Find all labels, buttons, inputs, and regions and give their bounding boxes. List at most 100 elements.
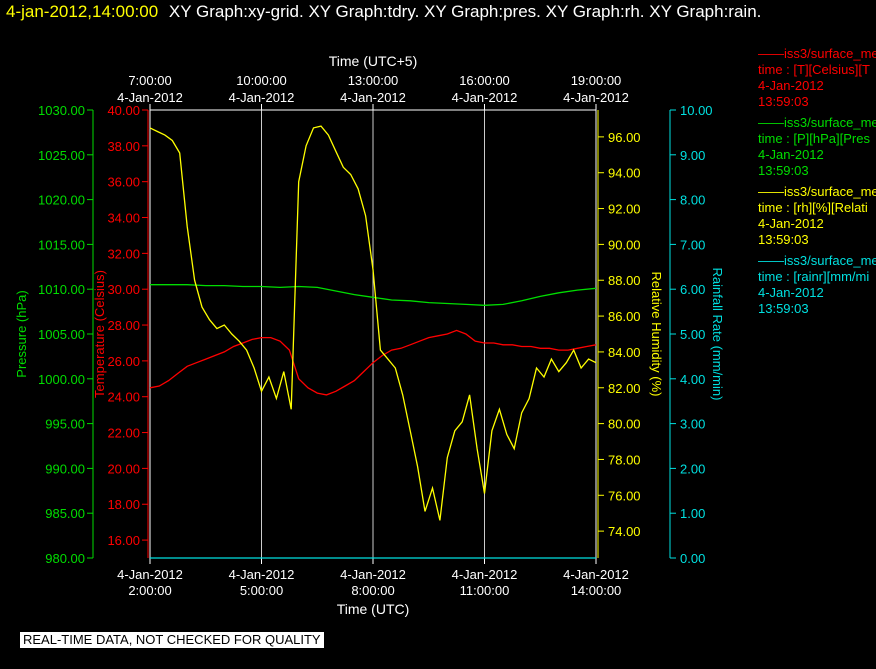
y-tick-label-pressure: 1015.00	[38, 237, 85, 252]
y-tick-label-pressure: 980.00	[45, 551, 85, 566]
legend-entry-name: ——iss3/surface_me	[758, 46, 876, 61]
x-top-tick-time: 7:00:00	[128, 73, 171, 88]
y-tick-label-humidity: 82.00	[608, 381, 641, 396]
legend-entry-time: 13:59:03	[758, 94, 809, 109]
x-top-tick-date: 4-Jan-2012	[563, 90, 629, 105]
series-line-humidity	[149, 125, 597, 521]
x-tick-time: 5:00:00	[240, 583, 283, 598]
y-tick-label-humidity: 88.00	[608, 273, 641, 288]
y-tick-label-pressure: 995.00	[45, 417, 85, 432]
legend-entry-time: 13:59:03	[758, 163, 809, 178]
legend: ——iss3/surface_me time : [T][Celsius][T …	[758, 46, 876, 322]
x-top-tick-time: 10:00:00	[236, 73, 287, 88]
x-top-tick-date: 4-Jan-2012	[117, 90, 183, 105]
x-top-tick-time: 13:00:00	[348, 73, 399, 88]
y-tick-label-humidity: 84.00	[608, 345, 641, 360]
x-tick-date: 4-Jan-2012	[563, 567, 629, 582]
legend-entry-units: time : [rh][%][Relati	[758, 200, 868, 215]
header-date-time: 4-jan-2012,14:00:00	[6, 2, 159, 21]
legend-entry-units: time : [T][Celsius][T	[758, 62, 870, 77]
y-tick-label-temperature: 16.00	[107, 533, 140, 548]
y-tick-label-temperature: 26.00	[107, 354, 140, 369]
x-axis-label: Time (UTC)	[337, 601, 410, 617]
legend-entry-date: 4-Jan-2012	[758, 147, 824, 162]
y-tick-label-rain: 9.00	[680, 148, 705, 163]
y-tick-label-pressure: 1020.00	[38, 193, 85, 208]
legend-entry-date: 4-Jan-2012	[758, 216, 824, 231]
y-tick-label-rain: 4.00	[680, 372, 705, 387]
y-tick-label-temperature: 30.00	[107, 282, 140, 297]
y-tick-label-temperature: 34.00	[107, 211, 140, 226]
y-tick-label-pressure: 1005.00	[38, 327, 85, 342]
x-top-axis-label: Time (UTC+5)	[329, 53, 418, 69]
y-axis-label-rain: Rainfall Rate (mm/min)	[710, 268, 725, 401]
x-tick-time: 2:00:00	[128, 583, 171, 598]
x-top-tick-date: 4-Jan-2012	[229, 90, 295, 105]
y-tick-label-rain: 6.00	[680, 282, 705, 297]
y-axis-label-temperature: Temperature (Celsius)	[92, 270, 107, 398]
header-bar: 4-jan-2012,14:00:00 XY Graph:xy-grid. XY…	[6, 2, 761, 22]
y-tick-label-pressure: 990.00	[45, 461, 85, 476]
legend-entry-name: ——iss3/surface_me	[758, 253, 876, 268]
legend-entry-humidity[interactable]: ——iss3/surface_me time : [rh][%][Relati …	[758, 184, 876, 248]
legend-entry-name: ——iss3/surface_me	[758, 184, 876, 199]
header-graph-list: XY Graph:xy-grid. XY Graph:tdry. XY Grap…	[168, 2, 762, 21]
y-tick-label-rain: 10.00	[680, 103, 713, 118]
y-tick-label-pressure: 1030.00	[38, 103, 85, 118]
y-tick-label-pressure: 1025.00	[38, 148, 85, 163]
x-top-tick-time: 16:00:00	[459, 73, 510, 88]
y-tick-label-temperature: 38.00	[107, 139, 140, 154]
y-tick-label-humidity: 96.00	[608, 130, 641, 145]
y-tick-label-rain: 0.00	[680, 551, 705, 566]
y-tick-label-temperature: 32.00	[107, 246, 140, 261]
y-tick-label-humidity: 90.00	[608, 237, 641, 252]
legend-entry-time: 13:59:03	[758, 301, 809, 316]
y-tick-label-humidity: 80.00	[608, 417, 641, 432]
legend-entry-name: ——iss3/surface_me	[758, 115, 876, 130]
y-tick-label-temperature: 24.00	[107, 390, 140, 405]
x-top-tick-date: 4-Jan-2012	[452, 90, 518, 105]
y-tick-label-temperature: 28.00	[107, 318, 140, 333]
quality-notice: REAL-TIME DATA, NOT CHECKED FOR QUALITY	[20, 632, 324, 648]
y-tick-label-rain: 7.00	[680, 237, 705, 252]
legend-entry-rain[interactable]: ——iss3/surface_me time : [rainr][mm/mi 4…	[758, 253, 876, 317]
series-line-temperature	[149, 329, 597, 396]
legend-entry-units: time : [P][hPa][Pres	[758, 131, 870, 146]
y-tick-label-humidity: 78.00	[608, 452, 641, 467]
x-tick-date: 4-Jan-2012	[229, 567, 295, 582]
x-top-tick-date: 4-Jan-2012	[340, 90, 406, 105]
legend-entry-units: time : [rainr][mm/mi	[758, 269, 870, 284]
y-tick-label-temperature: 22.00	[107, 426, 140, 441]
x-top-tick-time: 19:00:00	[571, 73, 622, 88]
x-tick-time: 14:00:00	[571, 583, 622, 598]
y-tick-label-humidity: 94.00	[608, 166, 641, 181]
x-tick-time: 11:00:00	[460, 583, 510, 598]
series-line-pressure	[150, 284, 597, 306]
y-tick-label-humidity: 86.00	[608, 309, 641, 324]
y-tick-label-pressure: 1010.00	[38, 282, 85, 297]
x-tick-date: 4-Jan-2012	[117, 567, 183, 582]
y-tick-label-pressure: 985.00	[45, 506, 85, 521]
x-tick-date: 4-Jan-2012	[452, 567, 518, 582]
y-tick-label-temperature: 40.00	[107, 103, 140, 118]
legend-entry-temperature[interactable]: ——iss3/surface_me time : [T][Celsius][T …	[758, 46, 876, 110]
x-tick-date: 4-Jan-2012	[340, 567, 406, 582]
y-tick-label-temperature: 20.00	[107, 461, 140, 476]
y-tick-label-rain: 8.00	[680, 193, 705, 208]
y-axis-label-pressure: Pressure (hPa)	[14, 290, 29, 377]
x-tick-time: 8:00:00	[351, 583, 394, 598]
legend-entry-time: 13:59:03	[758, 232, 809, 247]
y-tick-label-rain: 2.00	[680, 461, 705, 476]
y-tick-label-rain: 1.00	[680, 506, 705, 521]
legend-entry-pressure[interactable]: ——iss3/surface_me time : [P][hPa][Pres 4…	[758, 115, 876, 179]
y-tick-label-pressure: 1000.00	[38, 372, 85, 387]
y-tick-label-humidity: 92.00	[608, 202, 641, 217]
y-tick-label-rain: 5.00	[680, 327, 705, 342]
y-tick-label-humidity: 76.00	[608, 488, 641, 503]
y-tick-label-humidity: 74.00	[608, 524, 641, 539]
y-tick-label-temperature: 18.00	[107, 497, 140, 512]
y-tick-label-temperature: 36.00	[107, 175, 140, 190]
legend-entry-date: 4-Jan-2012	[758, 285, 824, 300]
y-tick-label-rain: 3.00	[680, 417, 705, 432]
